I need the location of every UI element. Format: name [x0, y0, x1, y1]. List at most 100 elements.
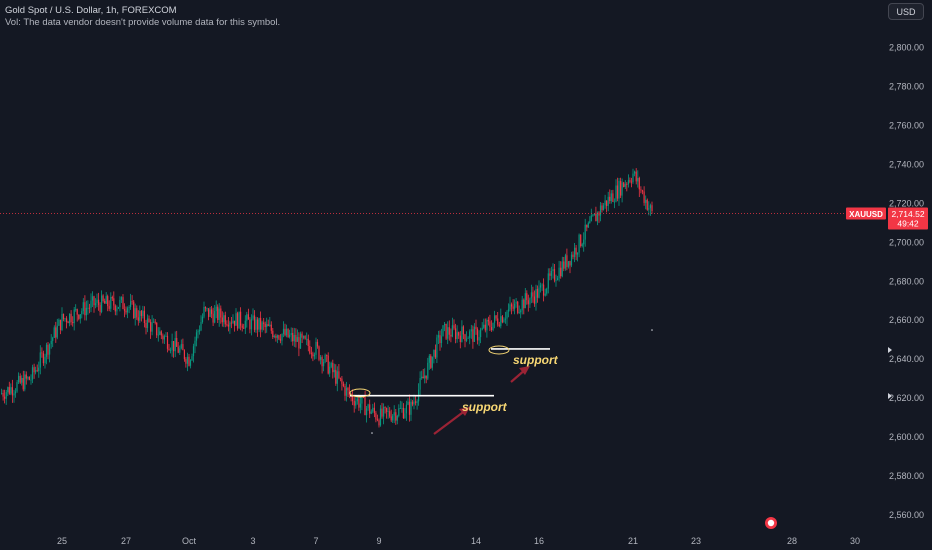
candle-body	[116, 308, 118, 312]
candle-body	[8, 387, 10, 394]
candle-body	[638, 178, 640, 190]
y-tick-label: 2,740.00	[889, 159, 924, 169]
candle-body	[517, 301, 519, 313]
candle-body	[425, 375, 427, 379]
candle-body	[47, 344, 49, 355]
candle-body	[421, 376, 423, 379]
candle-body	[110, 297, 112, 309]
candle-body	[450, 334, 452, 337]
candle-body	[378, 420, 380, 426]
currency-button[interactable]: USD	[888, 3, 924, 20]
candle-body	[273, 335, 275, 337]
candle-body	[467, 337, 469, 339]
y-tick-label: 2,720.00	[889, 198, 924, 208]
x-tick-label: 25	[57, 536, 67, 546]
candle-body	[507, 309, 510, 312]
candle-body	[243, 327, 245, 329]
candle-body	[78, 314, 80, 319]
candle-body	[469, 331, 471, 338]
candle-body	[276, 335, 278, 338]
candle-body	[36, 370, 38, 371]
candle-body	[62, 313, 65, 320]
candle-body	[90, 300, 92, 308]
candle-body	[413, 401, 415, 405]
candle-body	[587, 222, 589, 228]
candle-body	[604, 200, 606, 206]
candle-body	[500, 316, 502, 327]
candle-body	[390, 416, 392, 421]
chart-title: Gold Spot / U.S. Dollar, 1h, FOREXCOM	[5, 5, 177, 16]
candle-body	[241, 325, 243, 328]
candle-body	[606, 200, 608, 206]
candle-body	[21, 378, 23, 383]
candle-body	[160, 331, 162, 336]
candle-body	[85, 307, 87, 316]
support-arrow-shaft	[433, 409, 467, 435]
candle-body	[52, 337, 54, 341]
candle-body	[303, 336, 305, 338]
candle-body	[448, 327, 450, 335]
candle-body	[99, 305, 101, 312]
candle-body	[260, 317, 262, 330]
candle-body	[236, 313, 239, 329]
candle-body	[395, 412, 397, 421]
candle-body	[342, 383, 344, 387]
x-tick-label: 21	[628, 536, 638, 546]
candle-body	[341, 378, 343, 384]
candle-body	[108, 306, 110, 309]
dot-marker	[651, 329, 653, 331]
candle-body	[427, 362, 429, 379]
candle-body	[38, 367, 40, 372]
candle-body	[91, 296, 94, 301]
candle-body	[555, 280, 557, 281]
candle-body	[473, 326, 475, 342]
candle-body	[593, 213, 595, 216]
candle-body	[1, 393, 3, 394]
candle-body	[326, 355, 328, 356]
candle-body	[227, 324, 229, 327]
candle-body	[596, 212, 598, 222]
candle-body	[630, 181, 633, 183]
price-axis[interactable]: 2,560.00 2,580.00 2,600.00 2,620.00 2,640.00…	[889, 43, 924, 521]
candle-body	[440, 336, 443, 343]
candle-body	[607, 196, 609, 206]
candle-body	[28, 377, 30, 380]
candle-body	[56, 325, 58, 338]
candle-body	[569, 261, 571, 266]
candle-body	[364, 397, 366, 416]
candle-body	[455, 328, 457, 339]
candle-body	[122, 297, 124, 309]
candle-body	[616, 185, 619, 199]
time-axis[interactable]: 25 27 Oct 3 7 9 14 16 21 23 28 30	[57, 536, 860, 546]
candle-body	[67, 322, 69, 324]
candle-body	[84, 302, 86, 316]
candle-body	[10, 387, 12, 394]
x-tick-label: 23	[691, 536, 701, 546]
candle-body	[632, 173, 634, 183]
candle-body	[436, 337, 438, 358]
candle-body	[329, 366, 331, 374]
symbol-tag-label: XAUUSD	[849, 210, 883, 219]
candle-body	[398, 408, 400, 416]
x-tick-label: 16	[534, 536, 544, 546]
candle-body	[481, 327, 483, 330]
candle-body	[410, 401, 412, 415]
candle-body	[580, 234, 582, 246]
candle-body	[442, 325, 444, 337]
candle-body	[263, 322, 265, 324]
candle-body	[218, 308, 220, 320]
candle-body	[543, 284, 545, 296]
candle-body	[466, 338, 468, 341]
candle-body	[212, 313, 214, 323]
candle-body	[264, 323, 266, 327]
candle-body	[506, 311, 508, 319]
candle-body	[211, 309, 213, 314]
candle-body	[640, 189, 642, 191]
candle-body	[470, 329, 472, 332]
candle-body	[142, 310, 144, 316]
candle-body	[489, 321, 491, 328]
candle-body	[610, 193, 612, 201]
candle-body	[526, 293, 528, 301]
candle-body	[157, 334, 159, 336]
